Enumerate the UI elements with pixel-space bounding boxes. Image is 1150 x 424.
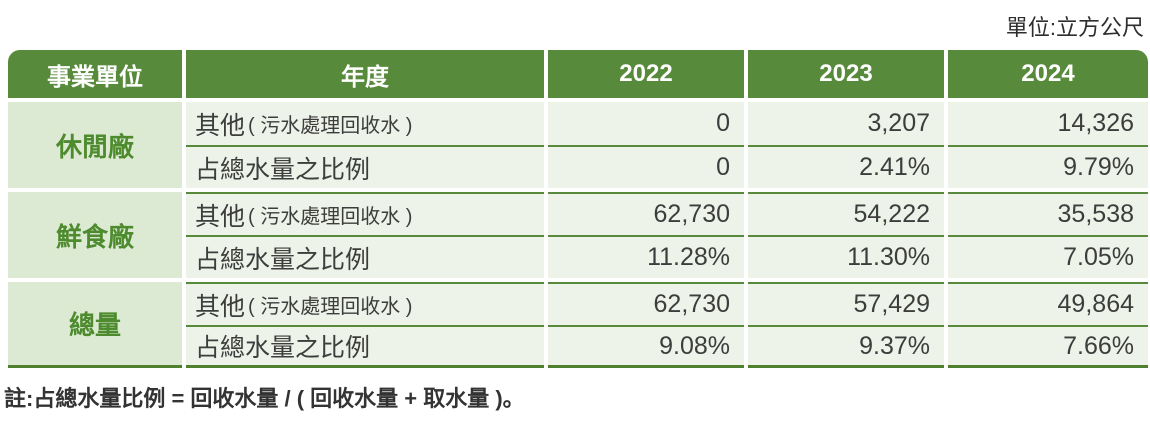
header-cell-year: 年度	[186, 50, 544, 98]
table-header-row: 事業單位 年度 2022 2023 2024	[8, 50, 1148, 98]
table-block: 總量 其他 ( 污水處理回收水 ) 62,730 57,429 49,864 占…	[8, 282, 1148, 368]
value-cell: 62,730	[548, 192, 744, 235]
row-metric-label-main: 占總水量之比例	[195, 334, 371, 362]
row-metric-label: 占總水量之比例	[186, 325, 544, 368]
value-cell: 54,222	[748, 192, 944, 235]
header-cell-2024: 2024	[948, 50, 1148, 98]
value-cell: 9.37%	[748, 325, 944, 368]
group-label: 休閒廠	[8, 102, 182, 188]
row-metric-label-main: 占總水量之比例	[195, 155, 371, 184]
group-label: 總量	[8, 282, 182, 368]
value-cell: 14,326	[948, 102, 1148, 145]
unit-label: 單位:立方公尺	[1005, 15, 1144, 40]
row-metric-label: 其他 ( 污水處理回收水 )	[186, 282, 544, 325]
value-cell: 3,207	[748, 102, 944, 145]
table-body: 休閒廠 其他 ( 污水處理回收水 ) 0 3,207 14,326 占總水量之比…	[8, 102, 1148, 368]
row-metric-label-main: 占總水量之比例	[195, 245, 371, 274]
value-cell: 57,429	[748, 282, 944, 325]
table-block: 休閒廠 其他 ( 污水處理回收水 ) 0 3,207 14,326 占總水量之比…	[8, 102, 1148, 188]
value-cell: 9.79%	[948, 145, 1148, 188]
row-metric-label-main: 其他	[195, 292, 246, 321]
row-metric-label: 占總水量之比例	[186, 145, 544, 188]
row-metric-label-main: 其他	[195, 111, 246, 140]
value-cell: 62,730	[548, 282, 744, 325]
header-cell-2023: 2023	[748, 50, 944, 98]
table-block: 鮮食廠 其他 ( 污水處理回收水 ) 62,730 54,222 35,538 …	[8, 192, 1148, 278]
value-cell: 9.08%	[548, 325, 744, 368]
value-cell: 2.41%	[748, 145, 944, 188]
value-cell: 11.28%	[548, 235, 744, 278]
row-metric-label-sub: ( 污水處理回收水 )	[248, 206, 413, 228]
row-metric-label-main: 其他	[195, 202, 246, 231]
value-cell: 11.30%	[748, 235, 944, 278]
value-cell: 0	[548, 102, 744, 145]
header-cell-2022: 2022	[548, 50, 744, 98]
row-metric-label-sub: ( 污水處理回收水 )	[248, 115, 413, 137]
row-metric-label: 占總水量之比例	[186, 235, 544, 278]
header-cell-business-unit: 事業單位	[8, 50, 182, 98]
value-cell: 7.66%	[948, 325, 1148, 368]
value-cell: 0	[548, 145, 744, 188]
value-cell: 35,538	[948, 192, 1148, 235]
group-label: 鮮食廠	[8, 192, 182, 278]
value-cell: 7.05%	[948, 235, 1148, 278]
value-cell: 49,864	[948, 282, 1148, 325]
water-recycling-table: 事業單位 年度 2022 2023 2024 休閒廠 其他 ( 污水處理回收水 …	[8, 50, 1148, 368]
footnote: 註:占總水量比例 = 回收水量 / ( 回收水量 + 取水量 )。	[4, 386, 525, 411]
row-metric-label-sub: ( 污水處理回收水 )	[248, 296, 413, 318]
row-metric-label: 其他 ( 污水處理回收水 )	[186, 102, 544, 145]
row-metric-label: 其他 ( 污水處理回收水 )	[186, 192, 544, 235]
